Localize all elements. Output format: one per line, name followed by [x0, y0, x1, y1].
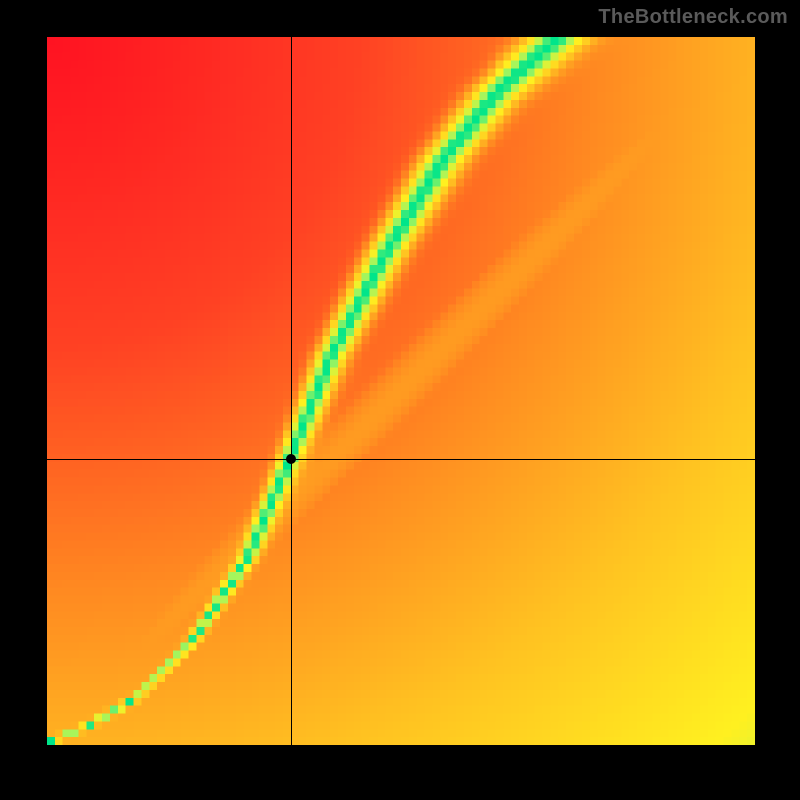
chart-container: TheBottleneck.com — [0, 0, 800, 800]
watermark-label: TheBottleneck.com — [598, 6, 788, 29]
crosshair-horizontal — [47, 459, 755, 460]
crosshair-vertical — [291, 37, 292, 745]
marker-dot — [286, 454, 296, 464]
heatmap-canvas — [47, 37, 755, 745]
